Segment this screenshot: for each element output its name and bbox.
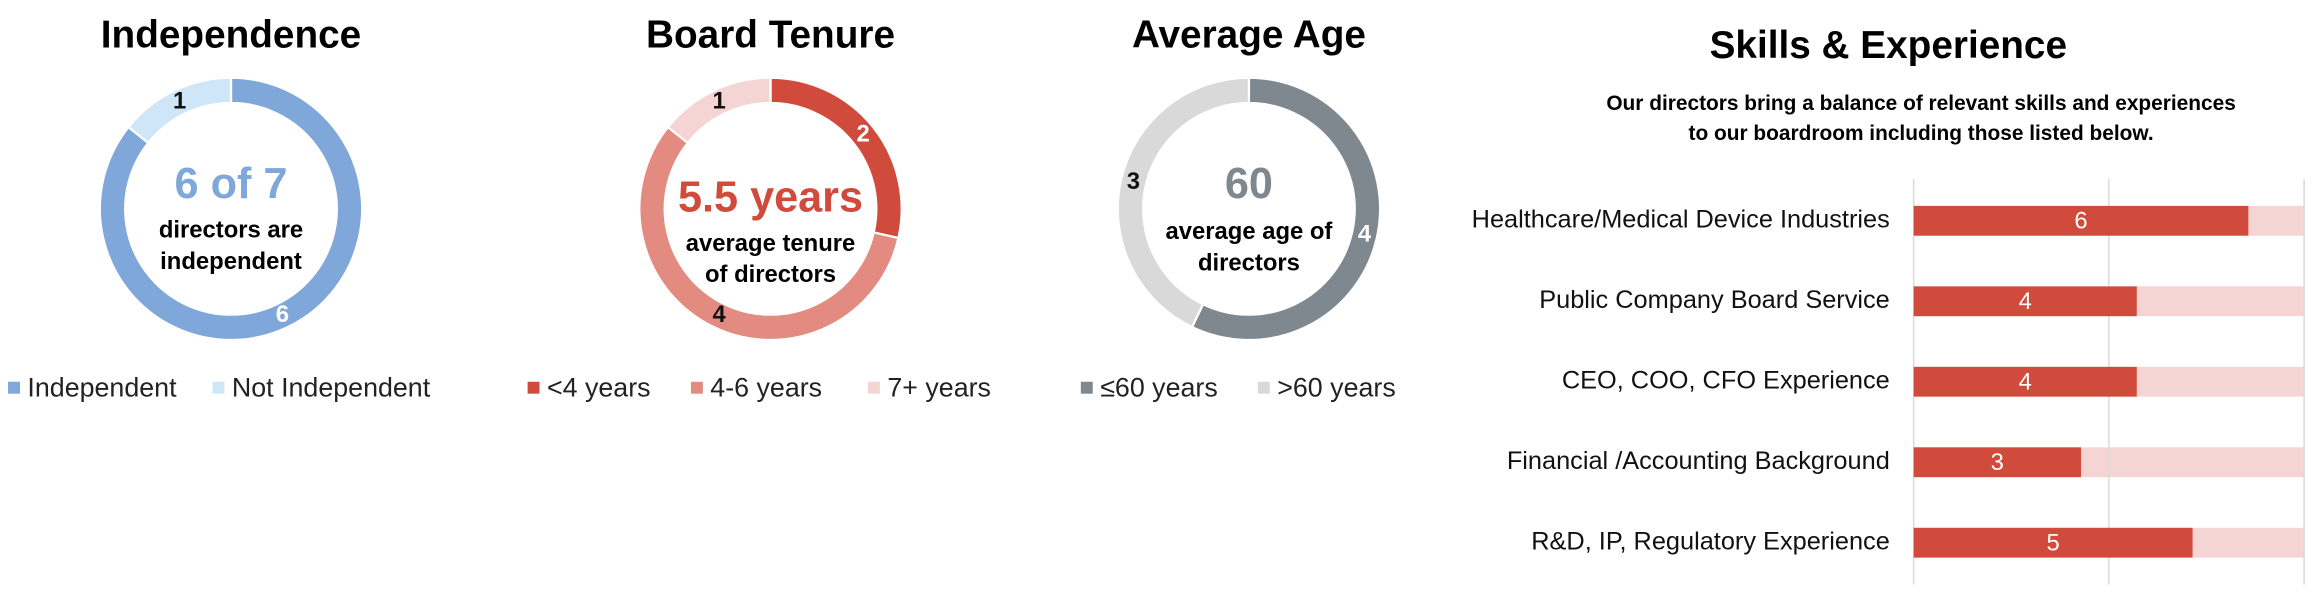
center-text: 6 of 7 bbox=[175, 160, 288, 208]
data-label: 4 bbox=[712, 301, 726, 328]
center-text: independent bbox=[160, 248, 302, 275]
category-label: Financial /Accounting Background bbox=[1507, 447, 1890, 475]
center-text: directors bbox=[1198, 249, 1300, 276]
data-label: 2 bbox=[857, 120, 870, 147]
chart-title: Average Age bbox=[1132, 14, 1366, 57]
donut-segment bbox=[638, 125, 900, 342]
bar bbox=[1913, 447, 2081, 478]
data-label: 6 bbox=[276, 301, 289, 328]
legend-label: 7+ years bbox=[887, 372, 991, 402]
subtitle: to our boardroom including those listed … bbox=[1689, 122, 2154, 145]
bar bbox=[1913, 205, 2249, 236]
legend-swatch bbox=[1257, 381, 1270, 394]
donut-segment bbox=[666, 76, 772, 145]
legend-label: Not Independent bbox=[232, 372, 431, 402]
donut-segment bbox=[98, 76, 364, 342]
legend-swatch bbox=[8, 381, 20, 394]
bar bbox=[1913, 366, 2137, 397]
data-label: 6 bbox=[2074, 208, 2087, 235]
legend-label: Independent bbox=[27, 372, 177, 402]
center-text: 5.5 years bbox=[678, 173, 863, 221]
data-label: 1 bbox=[712, 87, 725, 114]
category-label: CEO, COO, CFO Experience bbox=[1562, 366, 1890, 394]
center-text: 60 bbox=[1225, 160, 1273, 208]
subtitle: Our directors bring a balance of relevan… bbox=[1606, 92, 2236, 115]
legend-swatch bbox=[212, 381, 225, 394]
donut-segment bbox=[1116, 76, 1251, 329]
chart-title: Board Tenure bbox=[646, 14, 895, 57]
legend-label: <4 years bbox=[547, 372, 651, 402]
center-text: average age of bbox=[1165, 218, 1332, 245]
center-text: of directors bbox=[705, 261, 836, 288]
chart-title: Skills & Experience bbox=[1710, 24, 2067, 67]
data-label: 3 bbox=[1127, 168, 1140, 195]
legend-label: >60 years bbox=[1277, 372, 1396, 402]
category-label: Healthcare/Medical Device Industries bbox=[1472, 205, 1890, 233]
data-label: 4 bbox=[2019, 288, 2032, 315]
legend-swatch bbox=[867, 381, 880, 394]
data-label: 4 bbox=[2019, 369, 2032, 396]
bar bbox=[1913, 527, 2193, 558]
category-label: Public Company Board Service bbox=[1539, 286, 1890, 314]
category-label: R&D, IP, Regulatory Experience bbox=[1531, 527, 1890, 555]
center-text: average tenure bbox=[686, 230, 856, 257]
donut-segment bbox=[1190, 76, 1382, 342]
data-label: 1 bbox=[173, 87, 186, 114]
data-label: 4 bbox=[1358, 221, 1372, 248]
data-label: 5 bbox=[2046, 530, 2059, 557]
bar bbox=[1913, 286, 2137, 317]
center-text: directors are bbox=[159, 217, 303, 244]
donut-segment bbox=[126, 76, 233, 145]
legend-label: ≤60 years bbox=[1100, 372, 1218, 402]
legend-label: 4-6 years bbox=[710, 372, 822, 402]
chart-title: Independence bbox=[101, 14, 361, 57]
legend-swatch bbox=[690, 381, 703, 394]
legend-swatch bbox=[527, 381, 540, 394]
data-label: 3 bbox=[1991, 449, 2004, 476]
legend-swatch bbox=[1080, 381, 1093, 394]
